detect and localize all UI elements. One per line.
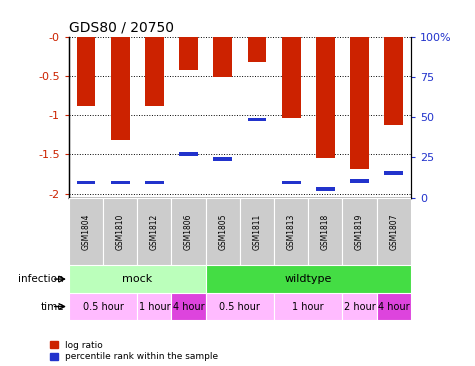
Text: GDS80 / 20750: GDS80 / 20750 — [69, 20, 174, 34]
Bar — [350, 179, 369, 183]
Bar — [137, 198, 171, 265]
Bar — [145, 37, 164, 106]
Bar — [316, 37, 335, 158]
Bar — [308, 198, 342, 265]
Text: 4 hour: 4 hour — [378, 302, 409, 311]
Bar — [171, 198, 206, 265]
Bar — [213, 37, 232, 76]
Text: 0.5 hour: 0.5 hour — [219, 302, 260, 311]
Bar — [76, 37, 95, 106]
Bar — [206, 198, 240, 265]
Bar — [179, 37, 198, 70]
Text: GSM1806: GSM1806 — [184, 213, 193, 250]
Text: GSM1807: GSM1807 — [390, 213, 398, 250]
Bar — [103, 198, 137, 265]
Bar — [69, 293, 137, 320]
Text: GSM1811: GSM1811 — [253, 213, 261, 250]
Bar — [342, 293, 377, 320]
Text: time: time — [40, 302, 64, 311]
Bar — [274, 293, 342, 320]
Bar — [206, 265, 411, 293]
Text: GSM1812: GSM1812 — [150, 213, 159, 250]
Bar — [350, 37, 369, 169]
Text: wildtype: wildtype — [285, 274, 332, 284]
Bar — [111, 37, 130, 140]
Text: 4 hour: 4 hour — [173, 302, 204, 311]
Bar — [69, 198, 103, 265]
Bar — [247, 37, 266, 62]
Bar — [213, 157, 232, 161]
Text: GSM1810: GSM1810 — [116, 213, 124, 250]
Text: mock: mock — [122, 274, 152, 284]
Bar — [206, 293, 274, 320]
Bar — [171, 293, 206, 320]
Text: 2 hour: 2 hour — [344, 302, 375, 311]
Bar — [274, 198, 308, 265]
Bar — [145, 181, 164, 184]
Bar — [111, 181, 130, 184]
Text: GSM1805: GSM1805 — [218, 213, 227, 250]
Bar — [316, 187, 335, 191]
Text: GSM1818: GSM1818 — [321, 213, 330, 250]
Bar — [282, 181, 301, 184]
Bar — [137, 293, 171, 320]
Bar — [69, 265, 206, 293]
Text: 0.5 hour: 0.5 hour — [83, 302, 124, 311]
Bar — [342, 198, 377, 265]
Bar — [179, 153, 198, 156]
Text: 1 hour: 1 hour — [293, 302, 324, 311]
Text: GSM1804: GSM1804 — [82, 213, 90, 250]
Text: infection: infection — [19, 274, 64, 284]
Bar — [76, 181, 95, 184]
Bar — [384, 171, 403, 175]
Text: 1 hour: 1 hour — [139, 302, 170, 311]
Bar — [384, 37, 403, 126]
Text: GSM1819: GSM1819 — [355, 213, 364, 250]
Bar — [240, 198, 274, 265]
Bar — [282, 37, 301, 117]
Bar — [377, 293, 411, 320]
Text: GSM1813: GSM1813 — [287, 213, 295, 250]
Bar — [377, 198, 411, 265]
Bar — [247, 118, 266, 122]
Legend: log ratio, percentile rank within the sample: log ratio, percentile rank within the sa… — [50, 341, 218, 362]
